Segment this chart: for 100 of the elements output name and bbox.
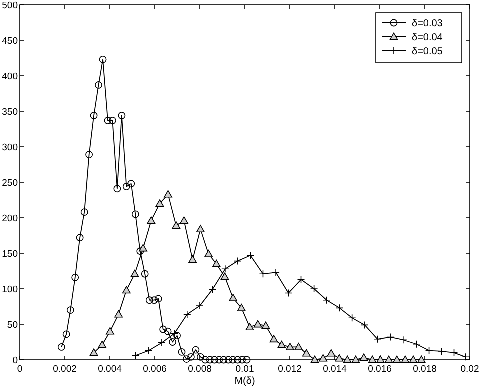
point bbox=[114, 310, 123, 318]
point bbox=[310, 285, 318, 293]
point bbox=[106, 327, 114, 335]
point bbox=[335, 354, 344, 362]
point bbox=[246, 252, 255, 260]
point bbox=[72, 274, 80, 282]
point bbox=[139, 244, 148, 252]
x-tick-label: 0.012 bbox=[278, 364, 302, 375]
point bbox=[272, 268, 280, 277]
point bbox=[237, 304, 246, 312]
point bbox=[216, 356, 224, 364]
x-axis-title: M(δ) bbox=[234, 376, 256, 387]
point bbox=[188, 353, 195, 361]
point bbox=[417, 356, 426, 364]
x-tick-label: 0.006 bbox=[143, 364, 167, 375]
point bbox=[302, 349, 311, 357]
y-tick-label: 400 bbox=[2, 72, 18, 82]
point bbox=[220, 356, 228, 364]
point bbox=[154, 295, 162, 303]
point bbox=[208, 286, 216, 294]
x-tick-label: 0.01 bbox=[236, 364, 254, 375]
point bbox=[297, 276, 306, 284]
y-tick-label: 0 bbox=[12, 356, 18, 366]
point bbox=[132, 352, 140, 360]
point bbox=[174, 332, 181, 340]
legend-label: δ=0.05 bbox=[412, 46, 444, 58]
point bbox=[284, 289, 293, 298]
point bbox=[360, 354, 368, 362]
point bbox=[172, 222, 181, 230]
x-tick-label: 0.014 bbox=[323, 364, 347, 375]
point bbox=[206, 356, 214, 364]
point bbox=[145, 346, 153, 355]
point bbox=[132, 210, 140, 218]
point bbox=[319, 354, 328, 362]
point bbox=[212, 260, 221, 268]
point bbox=[196, 225, 205, 233]
point bbox=[183, 356, 190, 363]
point bbox=[310, 356, 320, 364]
point bbox=[122, 183, 130, 190]
point bbox=[130, 270, 140, 278]
point bbox=[95, 82, 102, 89]
point bbox=[66, 306, 74, 314]
point bbox=[229, 294, 238, 302]
point bbox=[348, 314, 356, 322]
point bbox=[178, 348, 186, 356]
point bbox=[147, 216, 156, 224]
point bbox=[202, 356, 210, 364]
point bbox=[164, 328, 172, 336]
point bbox=[150, 296, 158, 304]
point bbox=[156, 200, 164, 207]
point bbox=[412, 340, 421, 348]
point bbox=[270, 335, 278, 343]
y-tick-label: 450 bbox=[2, 36, 18, 47]
point bbox=[210, 356, 218, 364]
y-tick-label: 150 bbox=[2, 249, 18, 260]
point bbox=[361, 321, 369, 330]
point bbox=[122, 286, 131, 294]
y-tick-label: 350 bbox=[2, 107, 18, 118]
point bbox=[58, 344, 66, 351]
point bbox=[343, 356, 352, 364]
point bbox=[294, 343, 303, 350]
point bbox=[180, 216, 188, 224]
point bbox=[409, 356, 418, 364]
y-tick-label: 250 bbox=[2, 178, 18, 189]
point bbox=[128, 180, 136, 188]
point bbox=[374, 336, 382, 344]
point bbox=[259, 270, 268, 278]
point bbox=[234, 356, 242, 364]
x-tick-label: 0.002 bbox=[53, 364, 77, 375]
point bbox=[392, 356, 402, 364]
point bbox=[188, 256, 197, 264]
point bbox=[80, 208, 88, 216]
point bbox=[462, 353, 470, 362]
point bbox=[104, 117, 112, 124]
point bbox=[76, 234, 84, 242]
point bbox=[136, 248, 144, 256]
point bbox=[141, 270, 149, 278]
point bbox=[86, 151, 93, 159]
y-tick-label: 100 bbox=[2, 284, 18, 296]
x-tick-label: 0.004 bbox=[98, 364, 122, 375]
point bbox=[234, 257, 242, 266]
point bbox=[425, 346, 434, 355]
point bbox=[262, 322, 270, 330]
y-tick-label: 50 bbox=[7, 320, 18, 331]
point bbox=[192, 346, 200, 354]
y-tick-label: 200 bbox=[2, 214, 18, 224]
point bbox=[327, 349, 336, 357]
legend-label: δ=0.03 bbox=[412, 18, 444, 30]
point bbox=[278, 340, 286, 348]
point bbox=[336, 304, 344, 312]
point bbox=[204, 250, 213, 258]
point bbox=[220, 272, 230, 280]
point bbox=[384, 356, 394, 364]
y-tick-label: 300 bbox=[2, 142, 18, 154]
point bbox=[376, 356, 385, 364]
x-tick-label: 0.008 bbox=[188, 364, 212, 375]
point bbox=[229, 356, 237, 364]
point bbox=[254, 320, 262, 328]
point bbox=[224, 356, 232, 364]
point bbox=[90, 348, 98, 356]
